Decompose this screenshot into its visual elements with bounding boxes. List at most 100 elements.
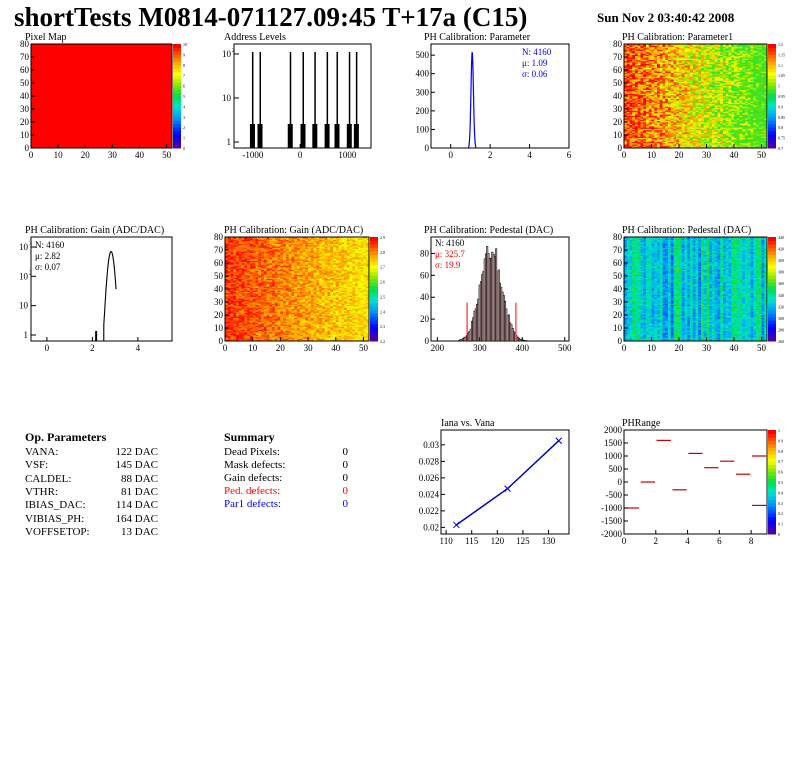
heat-cell xyxy=(646,70,650,72)
heat-cell xyxy=(728,70,732,72)
heat-cell xyxy=(629,55,633,58)
heat-cell xyxy=(635,144,639,146)
heat-cell xyxy=(643,93,647,96)
heat-cell xyxy=(734,127,738,129)
heat-cell xyxy=(753,77,757,80)
y-tick-label: 10 xyxy=(19,242,29,252)
heat-cell xyxy=(668,70,672,72)
heat-cell xyxy=(709,89,713,92)
heat-cell xyxy=(750,131,754,133)
heat-cell xyxy=(648,84,652,86)
heat-cell xyxy=(725,109,729,111)
heat-cell xyxy=(637,109,641,111)
palette-cell xyxy=(173,64,181,69)
heat-cell xyxy=(739,96,743,98)
heat-cell xyxy=(673,50,677,53)
heat-cell xyxy=(690,131,694,133)
heat-cell xyxy=(657,129,661,132)
heat-cell xyxy=(761,144,765,146)
heat-cell xyxy=(717,137,721,140)
heat-cell xyxy=(690,137,694,140)
heat-cell xyxy=(714,59,718,62)
heat-cell xyxy=(756,84,760,86)
heat-cell xyxy=(756,73,760,76)
heat-cell xyxy=(692,118,696,120)
heat-cell xyxy=(761,123,765,125)
heat-cell xyxy=(648,120,652,123)
heat-cell xyxy=(624,102,628,105)
heat-cell xyxy=(635,63,639,66)
heat-cell xyxy=(728,140,732,142)
heat-cell xyxy=(646,46,650,49)
heat-cell xyxy=(761,73,765,76)
heat-cell xyxy=(690,111,694,114)
heat-cell xyxy=(676,101,680,103)
heat-cell xyxy=(651,131,655,133)
heat-cell xyxy=(646,44,650,46)
heat-cell xyxy=(225,324,229,326)
heat-cell xyxy=(651,101,655,103)
heat-cell xyxy=(225,251,229,253)
heat-cell xyxy=(706,129,710,132)
heat-cell xyxy=(679,138,683,141)
heat-cell xyxy=(635,47,639,50)
heat-cell xyxy=(233,334,237,337)
heat-cell xyxy=(676,63,680,66)
heat-cell xyxy=(712,50,716,53)
heat-cell xyxy=(695,120,699,123)
heat-cell xyxy=(665,105,669,107)
heat-cell xyxy=(643,50,647,53)
heat-cell xyxy=(687,66,691,68)
heat-cell xyxy=(668,115,672,118)
heat-cell xyxy=(626,64,630,67)
heat-cell xyxy=(703,49,707,51)
heat-cell xyxy=(747,127,751,129)
heat-cell xyxy=(230,291,234,294)
heat-cell xyxy=(662,89,666,92)
heat-cell xyxy=(629,101,633,103)
heat-cell xyxy=(637,50,641,53)
heat-cell xyxy=(725,132,729,135)
heat-cell xyxy=(648,140,652,142)
heat-cell xyxy=(657,120,661,123)
heat-cell xyxy=(734,50,738,53)
heat-cell xyxy=(679,88,683,90)
heat-cell xyxy=(632,103,636,106)
heat-cell xyxy=(662,88,666,90)
timestamp: Sun Nov 2 03:40:42 2008 xyxy=(597,10,735,25)
heat-cell xyxy=(637,135,641,137)
heat-cell xyxy=(646,106,650,109)
heat-cell xyxy=(684,89,688,92)
heat-cell xyxy=(687,122,691,124)
heat-cell xyxy=(714,136,718,138)
heat-cell xyxy=(706,131,710,133)
heat-cell xyxy=(739,72,743,75)
heat-cell xyxy=(629,79,633,81)
heat-cell xyxy=(709,97,713,99)
heat-cell xyxy=(225,260,229,263)
heat-cell xyxy=(643,94,647,97)
heat-cell xyxy=(679,47,683,50)
heat-cell xyxy=(695,79,699,81)
heat-cell xyxy=(725,141,729,144)
heat-cell xyxy=(728,79,732,81)
heat-cell xyxy=(687,138,691,141)
heat-cell xyxy=(761,119,765,122)
heat-cell xyxy=(676,70,680,72)
heat-cell xyxy=(654,101,658,103)
heat-cell xyxy=(668,63,672,66)
heat-cell xyxy=(687,85,691,88)
heat-cell xyxy=(701,83,705,85)
heat-cell xyxy=(676,96,680,98)
heat-cell xyxy=(695,93,699,96)
heat-cell xyxy=(736,123,740,125)
heat-cell xyxy=(233,237,237,239)
heat-cell xyxy=(673,76,677,79)
heat-cell xyxy=(695,107,699,110)
heat-cell xyxy=(640,114,644,116)
heat-cell xyxy=(709,62,713,64)
heat-cell xyxy=(728,132,732,135)
heat-cell xyxy=(761,114,765,116)
heat-cell xyxy=(637,86,641,89)
heat-cell xyxy=(747,109,751,111)
